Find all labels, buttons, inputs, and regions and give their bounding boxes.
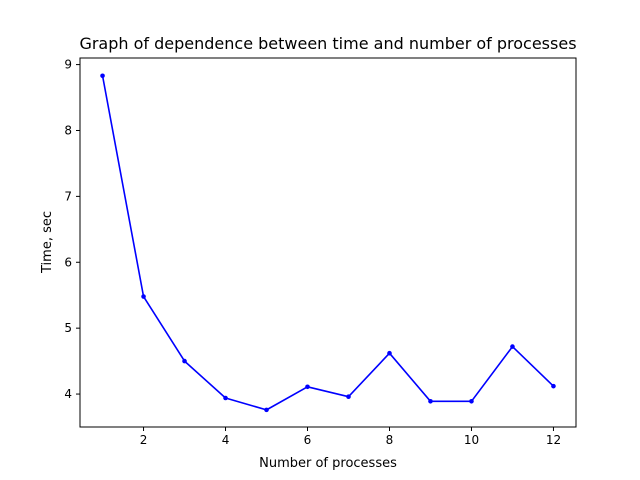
y-tick-label: 9: [64, 58, 72, 72]
y-tick-label: 6: [64, 255, 72, 269]
y-tick-label: 5: [64, 321, 72, 335]
data-point: [551, 383, 556, 389]
y-axis-ticks: 4 5 6 7 8 9: [64, 58, 80, 401]
data-point: [428, 399, 433, 404]
y-tick-label: 4: [64, 387, 72, 401]
y-tick-label: 7: [64, 189, 72, 203]
plot-area: 2 4 6 8 10 12 4 5 6 7 8 9: [64, 57, 577, 447]
data-point: [387, 350, 392, 356]
x-tick-label: 4: [222, 433, 230, 447]
x-tick-label: 2: [140, 433, 148, 447]
x-tick-label: 6: [304, 433, 312, 447]
y-tick-label: 8: [64, 123, 72, 137]
plot-frame: [79, 57, 577, 428]
x-tick-label: 8: [386, 433, 394, 447]
data-point: [182, 358, 187, 364]
data-point: [510, 344, 515, 349]
x-axis-label: Number of processes: [259, 456, 397, 471]
x-axis-ticks: 2 4 6 8 10 12: [140, 427, 561, 447]
chart-title: Graph of dependence between time and num…: [79, 34, 576, 53]
data-point: [469, 399, 474, 404]
data-point: [223, 395, 228, 401]
data-point: [346, 394, 351, 399]
y-axis-label: Time, sec: [40, 211, 55, 274]
data-point: [141, 294, 146, 299]
data-point: [305, 384, 310, 390]
x-tick-label: 10: [464, 433, 479, 447]
x-tick-label: 12: [546, 433, 561, 447]
data-point: [100, 73, 105, 79]
data-point: [264, 407, 269, 413]
series-layer: [100, 73, 556, 413]
series-line: [101, 75, 555, 411]
